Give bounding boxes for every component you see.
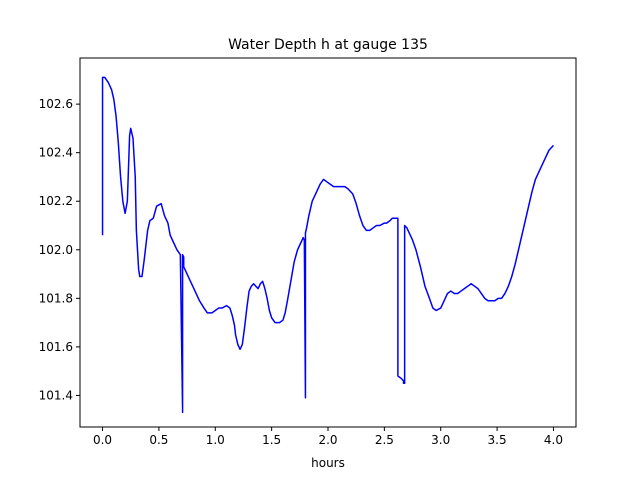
x-tick-label: 0.5 xyxy=(149,433,168,447)
chart-title: Water Depth h at gauge 135 xyxy=(228,37,428,53)
y-tick-label: 102.6 xyxy=(39,97,73,111)
x-tick-label: 0.0 xyxy=(93,433,112,447)
y-tick-label: 101.4 xyxy=(39,388,73,402)
y-tick-label: 101.8 xyxy=(39,291,73,305)
x-tick-label: 1.5 xyxy=(262,433,281,447)
y-tick-label: 102.0 xyxy=(39,243,73,257)
y-tick-label: 102.4 xyxy=(39,146,73,160)
y-tick-label: 101.6 xyxy=(39,340,73,354)
x-tick-label: 2.5 xyxy=(375,433,394,447)
y-tick-label: 102.2 xyxy=(39,194,73,208)
x-tick-label: 1.0 xyxy=(206,433,225,447)
plot-area: 0.0 0.5 1.0 1.5 2.0 2.5 3.0 3.5 4.0 101.4 101.6 101… xyxy=(39,57,577,447)
x-tick-label: 4.0 xyxy=(544,433,563,447)
x-tick-label: 3.5 xyxy=(488,433,507,447)
series-line-0 xyxy=(101,76,555,414)
x-axis-label: hours xyxy=(311,456,345,470)
x-tick-label: 3.0 xyxy=(431,433,450,447)
x-tick-label: 2.0 xyxy=(318,433,337,447)
